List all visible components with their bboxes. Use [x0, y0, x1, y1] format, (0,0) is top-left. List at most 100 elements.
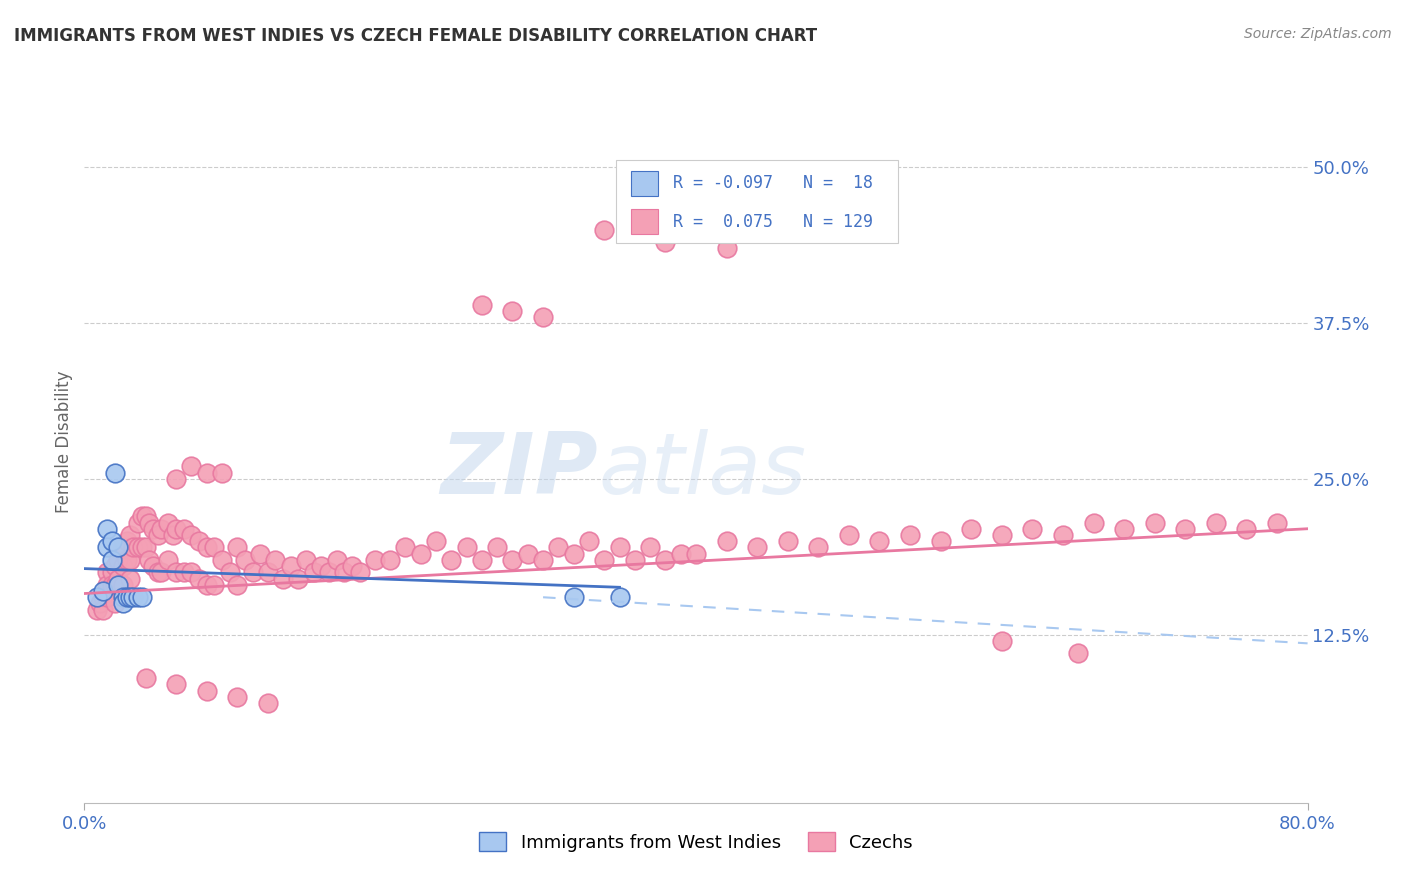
Point: [425, 534, 447, 549]
Point: [104, 466, 127, 480]
Point: [115, 591, 138, 605]
Point: [264, 553, 287, 567]
Point: [1083, 516, 1105, 530]
Point: [135, 671, 157, 685]
Point: [380, 553, 402, 567]
Point: [131, 541, 153, 555]
Legend: Immigrants from West Indies, Czechs: Immigrants from West Indies, Czechs: [472, 825, 920, 859]
Point: [516, 547, 538, 561]
Point: [86, 591, 108, 605]
Point: [149, 566, 172, 580]
Point: [165, 522, 187, 536]
Point: [960, 522, 983, 536]
Point: [562, 591, 585, 605]
Point: [242, 566, 264, 580]
Point: [1114, 522, 1136, 536]
Point: [173, 566, 195, 580]
Point: [991, 528, 1014, 542]
Point: [547, 541, 569, 555]
Point: [111, 597, 134, 611]
Point: [180, 459, 202, 474]
Point: [180, 528, 202, 542]
Point: [295, 553, 318, 567]
Point: [104, 559, 127, 574]
Point: [226, 690, 249, 704]
Point: [173, 522, 195, 536]
Point: [165, 472, 187, 486]
Point: [898, 528, 921, 542]
Point: [716, 534, 738, 549]
Point: [202, 578, 225, 592]
Point: [1021, 522, 1043, 536]
Point: [502, 303, 524, 318]
Point: [869, 534, 891, 549]
Text: IMMIGRANTS FROM WEST INDIES VS CZECH FEMALE DISABILITY CORRELATION CHART: IMMIGRANTS FROM WEST INDIES VS CZECH FEM…: [14, 27, 817, 45]
Point: [122, 541, 145, 555]
Point: [257, 566, 280, 580]
Point: [1205, 516, 1227, 530]
Point: [747, 541, 769, 555]
Point: [107, 553, 129, 567]
Point: [654, 235, 676, 250]
Point: [249, 547, 271, 561]
Point: [131, 591, 153, 605]
Point: [131, 509, 153, 524]
Point: [578, 534, 600, 549]
Point: [471, 297, 494, 311]
Point: [180, 566, 202, 580]
Point: [218, 566, 240, 580]
Point: [226, 578, 249, 592]
FancyBboxPatch shape: [616, 160, 898, 243]
Point: [101, 534, 124, 549]
Point: [562, 547, 585, 561]
Point: [302, 566, 325, 580]
Point: [609, 591, 631, 605]
Point: [394, 541, 416, 555]
Point: [91, 591, 114, 605]
Point: [624, 553, 647, 567]
Point: [91, 603, 114, 617]
Point: [101, 566, 124, 580]
Point: [120, 591, 142, 605]
Text: ZIP: ZIP: [440, 429, 598, 512]
Point: [122, 591, 145, 605]
Point: [669, 547, 692, 561]
Point: [107, 541, 129, 555]
Point: [149, 522, 172, 536]
Point: [1143, 516, 1166, 530]
Point: [456, 541, 478, 555]
Point: [271, 572, 294, 586]
Point: [333, 566, 356, 580]
Point: [340, 559, 363, 574]
Point: [111, 578, 134, 592]
Point: [349, 566, 371, 580]
Point: [120, 572, 142, 586]
Point: [440, 553, 463, 567]
Bar: [631, 209, 658, 235]
Point: [135, 509, 157, 524]
Point: [471, 553, 494, 567]
Text: R =  0.075   N = 129: R = 0.075 N = 129: [672, 212, 873, 230]
Point: [486, 541, 509, 555]
Point: [165, 677, 187, 691]
Point: [211, 553, 233, 567]
Point: [96, 566, 118, 580]
Point: [111, 559, 134, 574]
Y-axis label: Female Disability: Female Disability: [55, 370, 73, 513]
Point: [111, 591, 134, 605]
Point: [257, 696, 280, 710]
Point: [101, 578, 124, 592]
Point: [287, 572, 309, 586]
Point: [531, 310, 554, 324]
Point: [318, 566, 340, 580]
Point: [929, 534, 952, 549]
Point: [638, 541, 661, 555]
Point: [716, 242, 738, 256]
Point: [142, 522, 165, 536]
Point: [195, 683, 218, 698]
Point: [195, 466, 218, 480]
Point: [157, 516, 180, 530]
Point: [138, 553, 160, 567]
Point: [409, 547, 432, 561]
Point: [226, 541, 249, 555]
